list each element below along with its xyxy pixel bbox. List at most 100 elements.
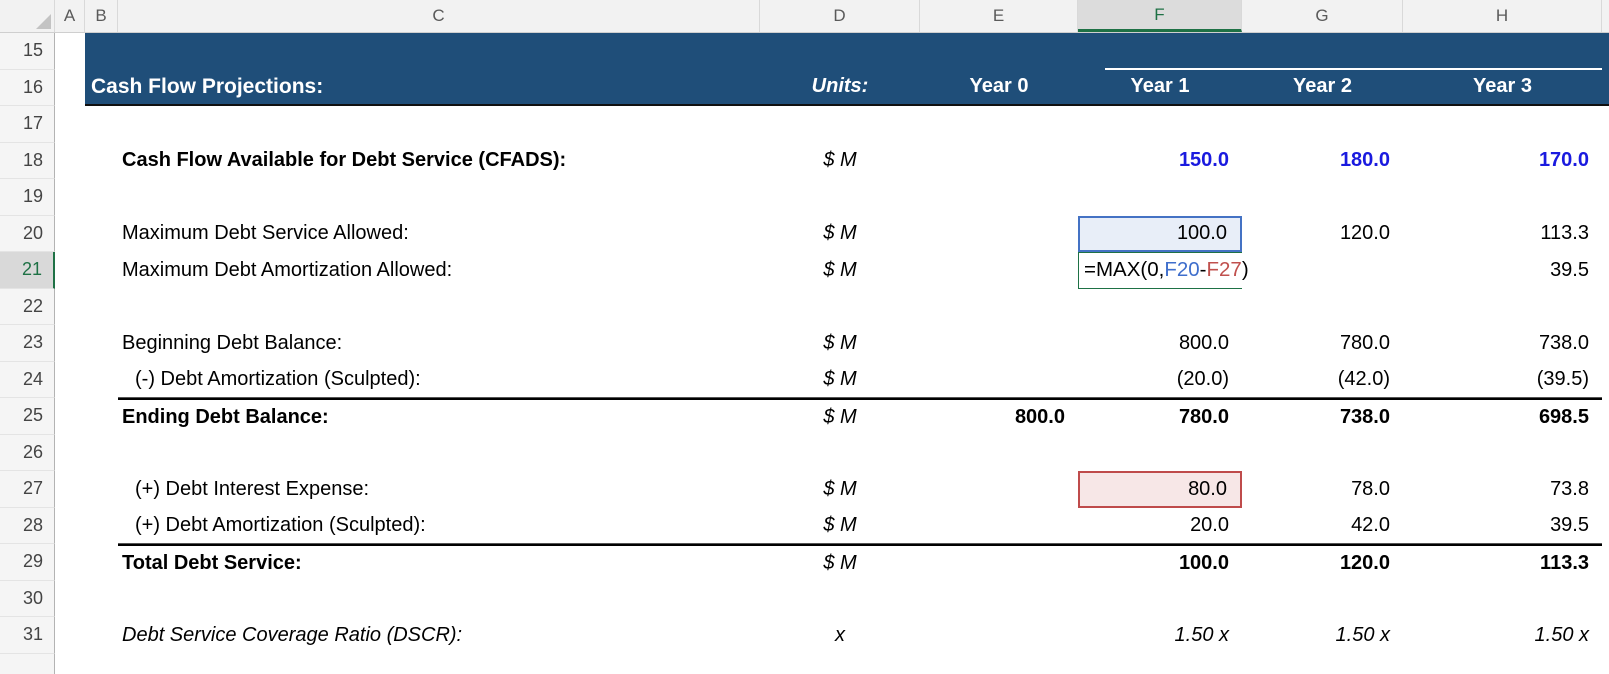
cell-C24-damort-label[interactable]: (-) Debt Amortization (Sculpted): (118, 362, 760, 398)
cell-C31-dscr-label[interactable]: Debt Service Coverage Ratio (DSCR): (122, 623, 463, 646)
row-header-15[interactable]: 15 (0, 33, 55, 70)
cell-D27-unit[interactable]: $ M (823, 477, 857, 500)
year1-column-header[interactable]: Year 1 (1130, 75, 1190, 98)
year3-column-header[interactable]: Year 3 (1473, 75, 1532, 98)
cell-F24-damort-y1[interactable]: (20.0) (1078, 362, 1242, 398)
cell-A31[interactable] (55, 617, 85, 654)
row-header-18[interactable]: 18 (0, 142, 55, 179)
cell-E23[interactable] (920, 325, 1078, 362)
cell-D20-unit[interactable]: $ M (823, 222, 857, 245)
cell-after-H29[interactable] (1602, 544, 1609, 581)
row-header-28[interactable]: 28 (0, 507, 55, 544)
cell-A23[interactable] (55, 325, 85, 362)
row-header-17[interactable]: 17 (0, 106, 55, 143)
cell-A25[interactable] (55, 398, 85, 435)
cell-G25-edb-y2[interactable]: 738.0 (1242, 398, 1403, 435)
cell-B27[interactable] (85, 471, 118, 508)
select-all-button[interactable] (0, 0, 55, 32)
cell-F20-referenced-blue[interactable]: 100.0 (1078, 215, 1242, 252)
empty-row-area[interactable] (55, 654, 1609, 674)
year0-column-header[interactable]: Year 0 (969, 75, 1029, 98)
cell-G20-maxds-y2[interactable]: 120.0 (1339, 222, 1390, 245)
cell-C18-cfads-label[interactable]: Cash Flow Available for Debt Service (CF… (122, 149, 567, 172)
cell-after-H28[interactable] (1602, 508, 1609, 545)
cell-G31-dscr-y2[interactable]: 1.50 x (1335, 623, 1390, 646)
cell-G28-pamort-y2[interactable]: 42.0 (1242, 508, 1403, 544)
cell-E28[interactable] (920, 508, 1078, 544)
cell-H21-maxda-y3[interactable]: 39.5 (1550, 258, 1589, 281)
cell-G18-cfads-y2[interactable]: 180.0 (1339, 149, 1390, 172)
cell-H25-edb-y3[interactable]: 698.5 (1403, 398, 1602, 435)
row-header-31[interactable]: 31 (0, 617, 55, 654)
cell-F31-dscr-y1[interactable]: 1.50 x (1174, 623, 1229, 646)
cell-A29[interactable] (55, 544, 85, 581)
row-header-29[interactable]: 29 (0, 544, 55, 581)
cell-after-H24[interactable] (1602, 362, 1609, 399)
cell-A15[interactable] (55, 33, 85, 70)
cell-after-H31[interactable] (1602, 617, 1609, 654)
cell-D29-unit[interactable]: $ M (760, 544, 920, 581)
empty-row-area[interactable] (55, 581, 1609, 618)
cell-G29-tds-y2[interactable]: 120.0 (1242, 544, 1403, 581)
cell-B21[interactable] (85, 252, 118, 289)
cell-B23[interactable] (85, 325, 118, 362)
cell-after-H20[interactable] (1602, 216, 1609, 253)
row-header-20[interactable]: 20 (0, 215, 55, 252)
row-header-26[interactable]: 26 (0, 434, 55, 471)
cell-H28-pamort-y3[interactable]: 39.5 (1403, 508, 1602, 544)
cell-D23-unit[interactable]: $ M (823, 331, 857, 354)
cell-E21[interactable] (920, 252, 1078, 289)
cell-A16[interactable] (55, 70, 85, 107)
cell-C21-maxda-label[interactable]: Maximum Debt Amortization Allowed: (122, 258, 453, 281)
units-column-header[interactable]: Units: (811, 75, 869, 98)
cell-B20[interactable] (85, 216, 118, 253)
row-header-30[interactable]: 30 (0, 580, 55, 617)
cell-D28-unit[interactable]: $ M (760, 508, 920, 544)
cell-E24[interactable] (920, 362, 1078, 398)
row-header-16[interactable]: 16 (0, 69, 55, 106)
cell-B28[interactable] (85, 508, 118, 545)
cell-F18-cfads-y1[interactable]: 150.0 (1178, 149, 1229, 172)
row-header-25[interactable]: 25 (0, 398, 55, 435)
section-title[interactable]: Cash Flow Projections: (91, 74, 324, 98)
cell-B24[interactable] (85, 362, 118, 399)
cell-A21[interactable] (55, 252, 85, 289)
cell-E29[interactable] (920, 544, 1078, 581)
year2-column-header[interactable]: Year 2 (1293, 75, 1352, 98)
column-header-E[interactable]: E (920, 0, 1078, 32)
column-header-H[interactable]: H (1403, 0, 1602, 32)
cell-A24[interactable] (55, 362, 85, 399)
empty-row-area[interactable] (55, 106, 1609, 143)
cell-H29-tds-y3[interactable]: 113.3 (1403, 544, 1602, 581)
cell-H20-maxds-y3[interactable]: 113.3 (1540, 222, 1589, 245)
cell-H31-dscr-y3[interactable]: 1.50 x (1534, 623, 1589, 646)
row-header-23[interactable]: 23 (0, 325, 55, 362)
cell-H23-bdb-y3[interactable]: 738.0 (1538, 331, 1589, 354)
cell-after-H25[interactable] (1602, 398, 1609, 435)
cell-C25-edb-label[interactable]: Ending Debt Balance: (118, 398, 760, 435)
cell-G24-damort-y2[interactable]: (42.0) (1242, 362, 1403, 398)
cell-A20[interactable] (55, 216, 85, 253)
cell-F23-bdb-y1[interactable]: 800.0 (1178, 331, 1229, 354)
cell-F27-referenced-red[interactable]: 80.0 (1078, 471, 1242, 508)
cell-E18[interactable] (920, 143, 1078, 180)
cell-G21[interactable] (1242, 252, 1403, 289)
cell-D18-unit[interactable]: $ M (823, 149, 857, 172)
cell-C28-pamort-label[interactable]: (+) Debt Amortization (Sculpted): (118, 508, 760, 544)
cell-D21-unit[interactable]: $ M (823, 258, 857, 281)
cell-B29[interactable] (85, 544, 118, 581)
cell-F28-pamort-y1[interactable]: 20.0 (1078, 508, 1242, 544)
formula-edit-cell-F21[interactable]: =MAX(0, F20- F27) (1078, 252, 1249, 289)
empty-row-area[interactable] (55, 179, 1609, 216)
cell-B25[interactable] (85, 398, 118, 435)
column-header-F-active[interactable]: F (1078, 0, 1242, 32)
cell-F25-edb-y1[interactable]: 780.0 (1078, 398, 1242, 435)
cell-H27-die-y3[interactable]: 73.8 (1550, 477, 1589, 500)
cell-H18-cfads-y3[interactable]: 170.0 (1538, 149, 1589, 172)
cell-H24-damort-y3[interactable]: (39.5) (1403, 362, 1602, 398)
cell-C29-tds-label[interactable]: Total Debt Service: (118, 544, 760, 581)
cell-B31[interactable] (85, 617, 118, 654)
cell-A28[interactable] (55, 508, 85, 545)
column-header-G[interactable]: G (1242, 0, 1403, 32)
cell-after-H23[interactable] (1602, 325, 1609, 362)
